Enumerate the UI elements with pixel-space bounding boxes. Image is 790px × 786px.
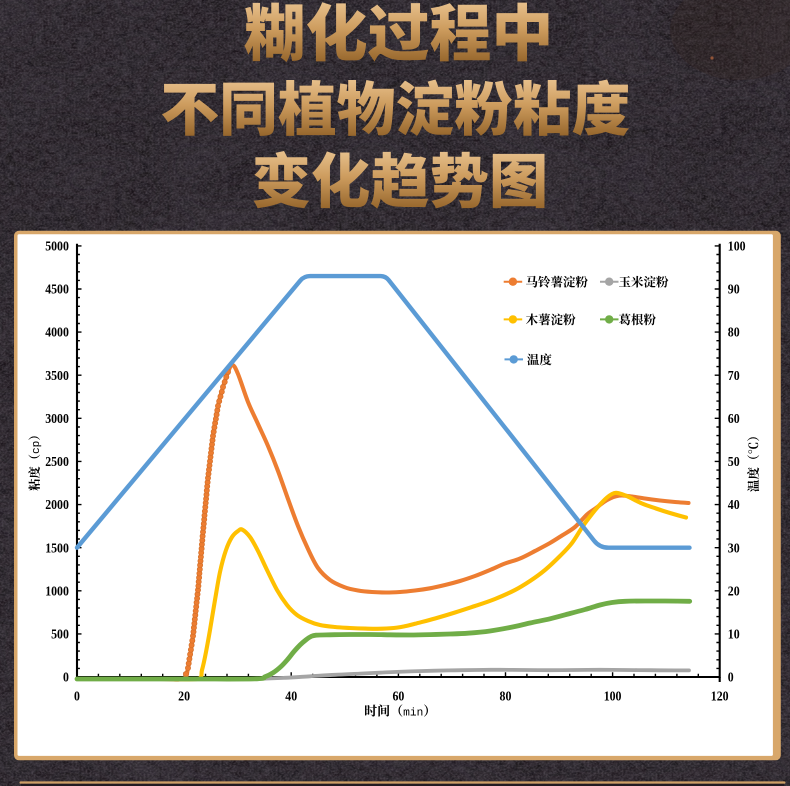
svg-text:100: 100 [604, 688, 622, 703]
svg-text:1500: 1500 [45, 540, 69, 555]
svg-text:40: 40 [285, 688, 297, 703]
svg-text:4500: 4500 [45, 282, 69, 297]
svg-text:120: 120 [711, 688, 729, 703]
svg-text:3000: 3000 [45, 411, 69, 426]
svg-text:90: 90 [728, 282, 740, 297]
svg-text:2500: 2500 [45, 454, 69, 469]
svg-text:500: 500 [51, 627, 69, 642]
svg-text:3500: 3500 [45, 368, 69, 383]
svg-text:30: 30 [728, 540, 740, 555]
svg-text:5000: 5000 [45, 239, 69, 254]
svg-text:0: 0 [728, 670, 734, 685]
svg-text:20: 20 [178, 688, 190, 703]
svg-text:80: 80 [500, 688, 512, 703]
svg-text:20: 20 [728, 583, 740, 598]
svg-text:70: 70 [728, 368, 740, 383]
svg-text:80: 80 [728, 325, 740, 340]
svg-text:1000: 1000 [45, 583, 69, 598]
svg-text:100: 100 [728, 239, 746, 254]
svg-text:4000: 4000 [45, 325, 69, 340]
svg-text:60: 60 [728, 411, 740, 426]
svg-text:60: 60 [392, 688, 404, 703]
svg-text:0: 0 [74, 688, 80, 703]
svg-text:10: 10 [728, 627, 740, 642]
svg-text:40: 40 [728, 497, 740, 512]
svg-text:2000: 2000 [45, 497, 69, 512]
svg-text:0: 0 [63, 670, 69, 685]
svg-text:50: 50 [728, 454, 740, 469]
